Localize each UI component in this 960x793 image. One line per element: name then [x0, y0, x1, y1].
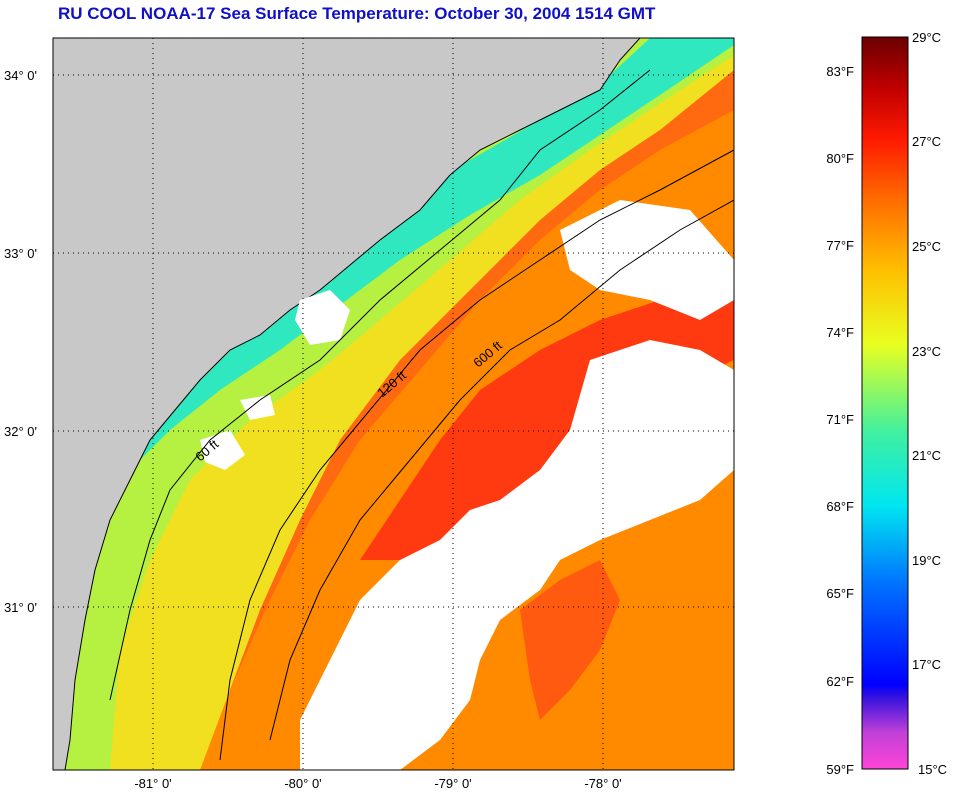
cloud-patch-3 [295, 290, 350, 345]
isobath-600ft [269, 199, 734, 741]
nearshore-cool-band [53, 38, 734, 520]
lon-label-81: -81° 0' [134, 776, 171, 791]
longitude-axis: -81° 0' -80° 0' -79° 0' -78° 0' [134, 776, 621, 791]
map-area [53, 38, 734, 770]
map-border [52, 37, 735, 771]
isobath-120ft [219, 149, 734, 761]
c-label-21: 21°C [912, 448, 941, 463]
f-label-74: 74°F [826, 325, 854, 340]
lat-label-31: 31° 0' [4, 600, 37, 615]
colorbar-fahrenheit-labels: 83°F 80°F 77°F 74°F 71°F 68°F 65°F 62°F … [826, 64, 854, 777]
lon-label-78: -78° 0' [584, 776, 621, 791]
colorbar [861, 36, 909, 770]
lon-label-79: -79° 0' [434, 776, 471, 791]
latitude-axis: 34° 0' 33° 0' 32° 0' 31° 0' [4, 68, 37, 615]
isobath-60ft [109, 69, 651, 701]
c-label-27: 27°C [912, 134, 941, 149]
grid-lines [53, 38, 734, 770]
lat-label-33: 33° 0' [4, 246, 37, 261]
f-label-68: 68°F [826, 499, 854, 514]
c-label-17: 17°C [912, 657, 941, 672]
map-title: RU COOL NOAA-17 Sea Surface Temperature:… [58, 4, 656, 23]
f-label-59: 59°F [826, 762, 854, 777]
cloud-patch-1 [560, 200, 734, 320]
colorbar-celsius-labels: 29°C 27°C 25°C 23°C 21°C 19°C 17°C 15°C [912, 30, 947, 777]
c-label-23: 23°C [912, 344, 941, 359]
f-label-62: 62°F [826, 674, 854, 689]
lat-label-32: 32° 0' [4, 424, 37, 439]
land-mass [53, 38, 641, 770]
c-label-25: 25°C [912, 239, 941, 254]
lat-label-34: 34° 0' [4, 68, 37, 83]
shelf-warm-band [53, 38, 734, 770]
f-label-71: 71°F [826, 412, 854, 427]
f-label-77: 77°F [826, 238, 854, 253]
f-label-80: 80°F [826, 151, 854, 166]
c-label-19: 19°C [912, 553, 941, 568]
cloud-patch-2 [300, 340, 734, 770]
f-label-83: 83°F [826, 64, 854, 79]
lon-label-80: -80° 0' [284, 776, 321, 791]
f-label-65: 65°F [826, 586, 854, 601]
c-label-29: 29°C [912, 30, 941, 45]
warm-patch [520, 560, 620, 720]
c-label-15: 15°C [918, 762, 947, 777]
cloud-patch-4 [200, 430, 245, 470]
cloud-patch-5 [240, 395, 275, 420]
